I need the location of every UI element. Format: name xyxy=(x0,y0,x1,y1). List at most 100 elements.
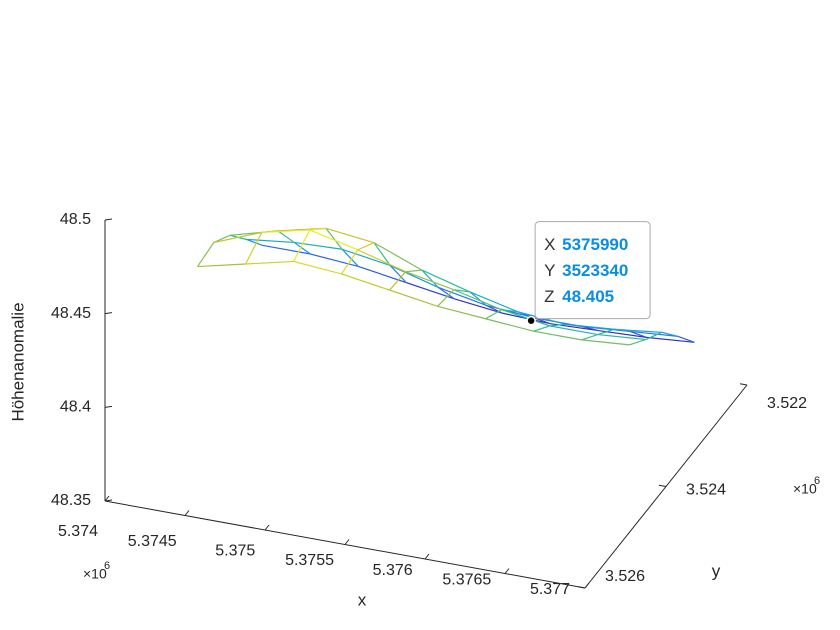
datatip-value: 48.405 xyxy=(562,287,614,306)
mesh-edge xyxy=(533,330,582,341)
datatip-key: Z xyxy=(544,287,554,306)
mesh-edge xyxy=(341,273,390,291)
datatip-point xyxy=(526,315,536,326)
mesh-edge xyxy=(245,238,263,246)
z-tick xyxy=(104,218,113,221)
mesh-edge xyxy=(341,248,391,267)
x-tick xyxy=(184,510,190,516)
x-tick-label: 5.376 xyxy=(373,562,413,579)
mesh-edge xyxy=(469,291,519,313)
x-tick xyxy=(264,524,270,531)
mesh-edge xyxy=(630,330,679,337)
mesh-edge xyxy=(549,323,567,327)
z-tick xyxy=(104,312,113,315)
mesh-edge xyxy=(629,338,646,346)
mesh-edge xyxy=(357,249,406,273)
mesh-edge xyxy=(549,325,598,336)
mesh-edge xyxy=(405,271,454,291)
mesh-edge xyxy=(453,289,471,293)
x-tick xyxy=(104,495,110,502)
mesh-edge xyxy=(246,238,295,244)
mesh-edge xyxy=(213,231,262,244)
mesh-edge xyxy=(437,286,455,300)
x-multiplier: ×10 xyxy=(83,566,107,582)
mesh-edge xyxy=(437,289,455,307)
mesh-edge xyxy=(325,227,375,244)
mesh-edge xyxy=(437,286,487,306)
mesh-edge xyxy=(277,230,295,243)
mesh-edge xyxy=(293,241,311,255)
z-tick-label: 48.4 xyxy=(60,399,91,416)
mesh-edge xyxy=(261,229,310,234)
mesh-edge xyxy=(565,323,615,330)
x-tick-label: 5.375 xyxy=(215,543,255,560)
mesh-edge xyxy=(533,325,550,332)
datatip-value: 3523340 xyxy=(562,261,628,280)
x-multiplier-power: 6 xyxy=(104,560,110,572)
mesh-edge xyxy=(197,242,215,267)
z-tick xyxy=(104,405,113,408)
mesh-edge xyxy=(309,227,327,231)
mesh-edge xyxy=(373,242,423,271)
mesh-edge xyxy=(469,291,487,306)
mesh-edge xyxy=(341,249,359,275)
mesh-edge xyxy=(245,260,294,265)
datatip-value: 5375990 xyxy=(562,235,628,254)
mesh-edge xyxy=(501,309,550,327)
x-tick xyxy=(424,553,430,560)
mesh-edge xyxy=(389,271,407,291)
x-tick-label: 5.377 xyxy=(530,581,570,598)
y-tick xyxy=(739,383,748,386)
z-tick xyxy=(104,499,113,502)
mesh-edge xyxy=(453,289,502,311)
z-tick-label: 48.35 xyxy=(51,492,91,509)
mesh-edge xyxy=(389,289,438,307)
mesh-edge xyxy=(293,260,342,275)
z-tick-label: 48.45 xyxy=(51,305,91,322)
mesh-edge xyxy=(581,339,630,346)
datatip-box xyxy=(534,221,651,320)
mesh-edge xyxy=(437,305,486,320)
mesh-edge xyxy=(646,336,695,343)
y-tick-label: 3.524 xyxy=(686,482,726,499)
y-tick-label: 3.526 xyxy=(605,568,645,585)
mesh-edge xyxy=(613,328,662,333)
mesh-edge xyxy=(341,248,359,267)
mesh-edge xyxy=(645,331,663,341)
y-tick xyxy=(577,586,586,589)
mesh-edge xyxy=(389,264,439,288)
mesh-edge xyxy=(389,265,407,284)
mesh-edge xyxy=(197,263,246,268)
x-tick xyxy=(584,582,590,589)
mesh-edge xyxy=(485,304,535,319)
mesh-edge xyxy=(405,269,423,273)
z-axis-label: Höhenanomalie xyxy=(8,302,27,421)
mesh-edge xyxy=(406,282,455,300)
y-tick xyxy=(658,484,667,487)
mesh-edge xyxy=(325,227,343,250)
mesh-edge xyxy=(421,269,439,288)
mesh-edge xyxy=(661,331,679,337)
mesh-edge xyxy=(262,244,311,255)
y-tick-label: 3.522 xyxy=(767,395,807,412)
mesh-edge xyxy=(373,242,391,266)
mesh-edge xyxy=(629,330,647,338)
mesh-edge xyxy=(357,242,375,251)
mesh-edge xyxy=(245,232,263,265)
mesh-edge xyxy=(677,335,695,343)
mesh-edge xyxy=(485,318,534,332)
datatip-key: Y xyxy=(544,261,555,280)
x-tick-label: 5.3765 xyxy=(442,572,491,589)
mesh-edge xyxy=(485,309,503,320)
mesh-edge xyxy=(213,234,231,244)
x-tick-label: 5.3745 xyxy=(128,533,177,550)
y-multiplier: ×10 xyxy=(793,481,817,497)
x-tick-label: 5.3755 xyxy=(285,552,334,569)
x-tick-label: 5.374 xyxy=(58,523,98,540)
mesh-edge xyxy=(597,328,615,336)
mesh-edge xyxy=(309,229,358,251)
z-tick-label: 48.5 xyxy=(60,211,91,228)
y-axis-label: y xyxy=(712,561,721,580)
x-tick xyxy=(344,539,350,545)
